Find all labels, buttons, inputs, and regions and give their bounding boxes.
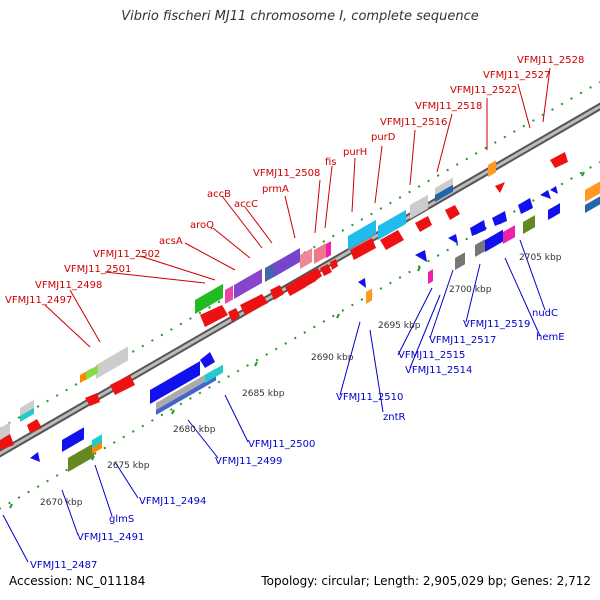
gene-label: aroQ [190, 220, 214, 231]
scale-label: 2675 kbp [107, 461, 150, 471]
gene-label: VFMJ11_2518 [415, 101, 482, 112]
gene-feature-top [585, 193, 600, 213]
gene-feature-top [326, 241, 331, 258]
gene-label: VFMJ11_2510 [336, 392, 403, 403]
gene-feature-bottom [68, 442, 94, 472]
gene-feature-top [195, 283, 223, 314]
gene-feature-top [378, 209, 406, 240]
gene-feature-bottom [156, 375, 216, 415]
gene-label: accB [207, 189, 231, 200]
gene-feature-top [274, 247, 300, 277]
gene-label: accC [234, 199, 258, 210]
gene-label: VFMJ11_2498 [35, 280, 102, 291]
gene-label: VFMJ11_2517 [429, 335, 496, 346]
gene-feature-top [96, 346, 128, 379]
gene-label: zntR [383, 412, 406, 423]
gene-label: VFMJ11_2500 [248, 439, 315, 450]
gene-label: acsA [159, 236, 183, 247]
scale-label: 2705 kbp [519, 253, 562, 263]
gene-feature-bottom [428, 269, 433, 284]
gene-feature-bottom [62, 427, 84, 452]
gene-feature-bottom [156, 368, 216, 410]
top-connectors [44, 67, 551, 348]
gene-label: VFMJ11_2508 [253, 168, 320, 179]
gene-feature-top [435, 184, 453, 202]
gene-feature-bottom [205, 364, 223, 383]
gene-feature-top [314, 243, 326, 264]
bottom-gene-labels: VFMJ11_2487 glmS VFMJ11_2491 VFMJ11_2494… [30, 308, 565, 571]
gene-feature-bottom [503, 225, 515, 244]
gene-feature-bottom [523, 215, 535, 234]
gene-label: VFMJ11_2514 [405, 365, 472, 376]
bottom-features [62, 203, 560, 472]
gene-label: glmS [109, 514, 134, 525]
gene-feature-top [348, 219, 376, 250]
top-arrows [0, 152, 568, 450]
gene-label: VFMJ11_2515 [398, 350, 465, 361]
gene-label: fis [325, 157, 337, 168]
gene-feature-top [86, 365, 98, 380]
gene-feature-bottom [485, 229, 503, 252]
gene-label: VFMJ11_2516 [380, 117, 447, 128]
top-features [0, 160, 600, 440]
gene-feature-bottom [92, 434, 102, 450]
gene-feature-bottom [475, 239, 485, 257]
bottom-arrows [30, 186, 558, 462]
gene-label: VFMJ11_2497 [5, 295, 72, 306]
major-ticks [9, 171, 585, 509]
gene-label: VFMJ11_2491 [77, 532, 144, 543]
gene-label: VFMJ11_2519 [463, 319, 530, 330]
gene-label: VFMJ11_2527 [483, 70, 550, 81]
gene-label: hemE [536, 332, 565, 343]
scale-label: 2685 kbp [242, 389, 285, 399]
gene-feature-bottom [366, 288, 372, 304]
gene-label: purH [343, 147, 367, 158]
gene-label: VFMJ11_2502 [93, 249, 160, 260]
scale-label: 2670 kbp [40, 498, 83, 508]
gene-feature-top [435, 177, 453, 195]
scale-label: 2680 kbp [173, 425, 216, 435]
gene-feature-bottom [455, 252, 465, 270]
gene-label: VFMJ11_2499 [215, 456, 282, 467]
accession-text: Accession: NC_011184 [9, 574, 146, 588]
gene-feature-top [265, 262, 275, 282]
gene-label: VFMJ11_2494 [139, 496, 206, 507]
gene-label: nudC [532, 308, 558, 319]
scale-label: 2690 kbp [311, 353, 354, 363]
gene-label: prmA [262, 184, 289, 195]
gene-label: VFMJ11_2487 [30, 560, 97, 571]
gene-feature-top [488, 160, 496, 177]
gene-feature-top [585, 178, 600, 202]
gene-feature-top [300, 248, 312, 269]
scale-labels: 2670 kbp 2675 kbp 2680 kbp 2685 kbp 2690… [40, 253, 562, 508]
gene-label: purD [371, 132, 396, 143]
gene-feature-top [20, 407, 34, 422]
gene-label: VFMJ11_2501 [64, 264, 131, 275]
gene-feature-top [225, 285, 233, 304]
gene-feature-bottom [150, 361, 200, 404]
gene-feature-top [20, 399, 34, 418]
gene-feature-top [234, 268, 262, 299]
bottom-connectors [2, 239, 546, 563]
summary-text: Topology: circular; Length: 2,905,029 bp… [261, 574, 591, 588]
gene-feature-top [410, 194, 428, 219]
map-title: Vibrio fischeri MJ11 chromosome I, compl… [121, 9, 479, 24]
gene-label: VFMJ11_2522 [450, 85, 517, 96]
scale-label: 2700 kbp [449, 285, 492, 295]
gene-feature-bottom [92, 442, 102, 454]
gene-feature-bottom [548, 203, 560, 220]
gene-label: VFMJ11_2528 [517, 55, 584, 66]
top-gene-labels: VFMJ11_2497 VFMJ11_2498 VFMJ11_2501 VFMJ… [5, 55, 584, 306]
scale-label: 2695 kbp [378, 321, 421, 331]
